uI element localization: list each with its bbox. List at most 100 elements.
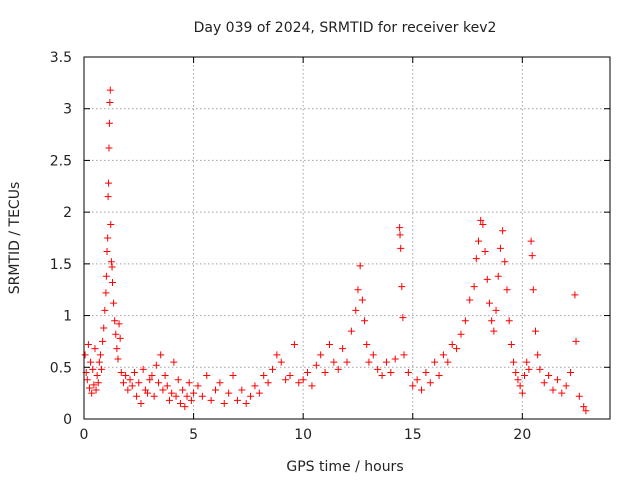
data-point (580, 403, 588, 411)
y-tick-label: 2 (63, 205, 72, 221)
data-point (339, 345, 347, 353)
y-tick-label: 1 (63, 309, 72, 325)
data-point (404, 368, 412, 376)
data-point (99, 337, 107, 345)
data-point (146, 376, 154, 384)
y-tick-labels: 0 0.5 1 1.5 2 2.5 3 3.5 (50, 50, 72, 428)
data-point (229, 372, 237, 380)
data-point (505, 317, 513, 325)
data-point (111, 317, 119, 325)
data-point (198, 392, 206, 400)
data-point (273, 351, 281, 359)
data-point (397, 244, 405, 252)
data-point (510, 358, 518, 366)
data-point (553, 376, 561, 384)
data-point (477, 216, 485, 224)
data-point (212, 386, 219, 394)
data-point (571, 291, 579, 299)
data-point (207, 396, 215, 404)
grid-lines (84, 57, 610, 419)
data-point (194, 382, 202, 390)
data-point (369, 351, 377, 359)
data-point (354, 286, 362, 294)
data-point (90, 381, 98, 389)
data-point (135, 379, 143, 387)
data-point (148, 372, 156, 380)
data-point (330, 358, 338, 366)
data-point (387, 368, 395, 376)
data-point (444, 358, 452, 366)
data-point (531, 327, 539, 335)
data-point (399, 314, 407, 322)
data-point (431, 358, 439, 366)
data-point (448, 341, 456, 349)
data-point (308, 382, 316, 390)
data-point (582, 407, 590, 415)
data-point (409, 382, 417, 390)
data-point (179, 386, 187, 394)
data-point (528, 252, 536, 260)
data-point (119, 379, 127, 387)
data-point (102, 289, 110, 297)
x-tick-label: 15 (404, 427, 422, 443)
data-point (536, 365, 544, 373)
data-point (89, 365, 97, 373)
data-point (176, 399, 184, 407)
data-point (242, 399, 250, 407)
data-point (494, 272, 502, 280)
data-point (159, 386, 167, 394)
data-point (113, 345, 121, 353)
data-point (426, 379, 434, 387)
data-point (174, 376, 182, 384)
data-point (100, 324, 108, 332)
data-point (187, 396, 195, 404)
data-point (106, 99, 114, 107)
data-point (83, 376, 91, 384)
data-point (91, 345, 99, 353)
data-point (268, 365, 276, 373)
x-tick-label: 5 (189, 427, 198, 443)
data-point (105, 119, 113, 127)
data-point (413, 376, 421, 384)
data-point (92, 386, 100, 394)
data-point (220, 399, 228, 407)
data-point (503, 286, 511, 294)
data-point (435, 372, 443, 380)
data-point (181, 403, 189, 411)
x-tick-label: 10 (294, 427, 312, 443)
data-point (295, 379, 303, 387)
data-point (172, 392, 180, 400)
data-point (108, 278, 116, 286)
data-point (110, 299, 118, 307)
data-point (396, 224, 404, 232)
data-point (81, 351, 89, 359)
data-point (183, 392, 191, 400)
data-point (343, 358, 351, 366)
x-axis-label: GPS time / hours (286, 459, 403, 475)
data-point (312, 361, 320, 369)
data-point (398, 283, 406, 291)
x-tick-labels: 0 5 10 15 20 (80, 427, 532, 443)
y-tick-label: 3.5 (50, 50, 72, 66)
data-point (282, 376, 290, 384)
data-point (501, 258, 509, 266)
data-point (562, 382, 570, 390)
data-point (490, 327, 498, 335)
data-point (116, 334, 124, 342)
data-point (558, 389, 566, 397)
data-point (453, 345, 461, 353)
y-tick-label: 3 (63, 102, 72, 118)
data-point (347, 327, 355, 335)
data-point (96, 351, 104, 359)
data-point (352, 306, 360, 314)
data-point (238, 386, 246, 394)
data-point (492, 306, 500, 314)
data-point (117, 368, 125, 376)
data-point (108, 263, 116, 271)
data-point (481, 247, 489, 255)
data-point (472, 255, 480, 263)
data-point (572, 337, 580, 345)
data-point (161, 372, 169, 380)
data-point (124, 386, 132, 394)
